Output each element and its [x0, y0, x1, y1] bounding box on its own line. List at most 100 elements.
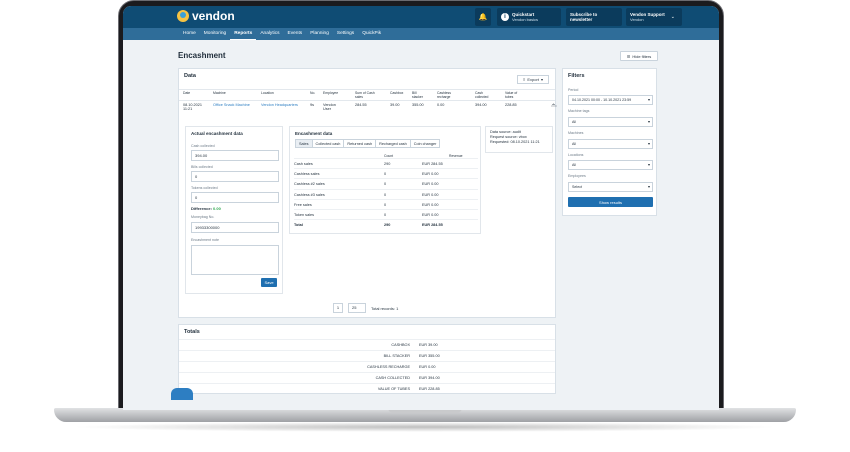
tab-collected-cash[interactable]: Collected cash: [311, 139, 345, 148]
cash-collected-label: Cash collected: [191, 144, 215, 148]
more-options-icon[interactable]: ⋯: [551, 104, 558, 110]
export-button[interactable]: ≡ Export ▾: [517, 75, 549, 84]
request-source-text: Request source: vbox: [490, 135, 527, 139]
quickstart-subtitle: Vendon basics: [512, 17, 539, 22]
app-screen: vendon 🔔 i Quickstart Vendon basics Subsc…: [123, 6, 719, 410]
info-icon: i: [501, 13, 509, 21]
col-cash-sales[interactable]: Sum of Cash sales: [355, 91, 375, 99]
page-number-button[interactable]: 1: [333, 303, 343, 313]
requested-text: Requested: 08.10.2021 11:21: [490, 140, 540, 144]
totals-key: VALUE OF TUBES: [377, 387, 410, 391]
nav-monitoring[interactable]: Monitoring: [203, 31, 227, 36]
laptop-shadow: [70, 422, 780, 432]
machine-tags-select[interactable]: All: [568, 117, 653, 127]
totals-row: BILL STACKER EUR 355.00: [179, 350, 555, 361]
vendon-logo[interactable]: vendon: [177, 9, 235, 23]
quickstart-button[interactable]: i Quickstart Vendon basics: [497, 8, 561, 26]
col-date[interactable]: Date: [183, 91, 191, 95]
row-revenue: EUR 0.00: [422, 172, 439, 177]
col-cashless-recharge[interactable]: Cashless recharge: [437, 91, 451, 99]
bills-collected-input[interactable]: 0: [191, 171, 279, 182]
employees-select[interactable]: Select: [568, 182, 653, 192]
hide-filters-button[interactable]: ☰ Hide filters: [620, 51, 658, 61]
col-employee[interactable]: Employee: [323, 91, 339, 95]
nav-reports[interactable]: Reports: [230, 28, 257, 40]
row-revenue: EUR 284.55: [422, 162, 443, 166]
user-menu[interactable]: Vendon Support Vendon ⌄: [626, 8, 682, 26]
employees-label: Employees: [568, 174, 586, 178]
row-revenue: EUR 284.55: [422, 223, 443, 228]
filters-title: Filters: [568, 73, 585, 79]
total-records: Total records: 1: [371, 305, 399, 311]
bills-collected-label: Bills collected: [191, 165, 213, 169]
per-page-select[interactable]: 25: [348, 303, 366, 313]
totals-row: VALUE OF TUBES EUR 228.85: [179, 383, 555, 394]
col-bill-stacker[interactable]: Bill stacker: [412, 91, 423, 99]
data-panel: Data ≡ Export ▾ Date Machine Location No. …: [178, 68, 558, 318]
encashment-data-card: Encashment data Sales Collected cash Ret…: [289, 126, 481, 234]
locations-select[interactable]: All: [568, 160, 653, 170]
tab-sales[interactable]: Sales: [295, 139, 313, 148]
locations-label: Locations: [568, 153, 584, 157]
encashment-note-textarea[interactable]: [191, 245, 279, 275]
actual-encashment-title: Actual encashment data: [191, 131, 243, 136]
col-value-of-tubes[interactable]: Value of tubes: [505, 91, 518, 99]
col-cash-collected[interactable]: Cash collected: [475, 91, 489, 99]
table-row: Cashless #2 sales 0 EUR 0.00: [294, 179, 478, 190]
data-panel-title: Data: [184, 73, 196, 79]
totals-title: Totals: [184, 329, 200, 335]
cash-collected-input[interactable]: 394.00: [191, 150, 279, 161]
row-label: Cashless #2 sales: [294, 182, 325, 187]
filter-icon: ☰: [626, 53, 631, 59]
collapse-icon[interactable]: ⌃: [551, 104, 557, 110]
machines-select[interactable]: All: [568, 139, 653, 149]
table-row[interactable]: 08.10.2021 11:21 Office Snack Machine Ve…: [179, 102, 558, 114]
moneybag-input[interactable]: 19933300000: [191, 222, 279, 233]
tokens-collected-input[interactable]: 0: [191, 192, 279, 203]
period-select[interactable]: 04.10.2021 00:00 - 10.10.2021 23:59: [568, 95, 653, 105]
col-no[interactable]: No.: [310, 91, 316, 95]
newsletter-label: Subscribe to newsletter: [570, 12, 598, 22]
nav-quickpik[interactable]: QuickPik: [362, 31, 382, 36]
cell-no: 9s: [310, 103, 315, 107]
nav-analytics[interactable]: Analytics: [260, 31, 280, 36]
data-source-text: Data source: audit: [490, 130, 521, 134]
totals-row: CASH COLLECTED EUR 394.00: [179, 372, 555, 383]
col-count: Count: [384, 153, 394, 158]
sales-table-header: Count Revenue: [294, 152, 478, 159]
row-revenue: EUR 0.00: [422, 212, 439, 217]
notifications-button[interactable]: 🔔: [475, 8, 491, 26]
row-revenue: EUR 0.00: [422, 182, 439, 187]
save-button[interactable]: Save: [261, 278, 277, 287]
chat-widget-button[interactable]: [171, 388, 193, 400]
totals-row: CASHLESS RECHARGE EUR 0.00: [179, 361, 555, 372]
encashment-tabs: Sales Collected cash Returned cash Recha…: [295, 139, 441, 148]
subscribe-newsletter-button[interactable]: Subscribe to newsletter: [566, 8, 622, 26]
table-row: Cash sales 290 EUR 284.55: [294, 159, 478, 170]
period-label: Period: [568, 88, 579, 92]
totals-value: EUR 394.00: [419, 376, 440, 380]
row-label: Free sales: [294, 202, 312, 207]
nav-events[interactable]: Events: [287, 31, 303, 36]
table-row-total: Total 290 EUR 284.55: [294, 220, 478, 230]
machines-label: Machines: [568, 131, 584, 135]
difference-value: Difference: 0.00: [191, 206, 221, 211]
moneybag-label: Moneybag No.: [191, 215, 215, 219]
logo-text: vendon: [192, 9, 235, 23]
totals-key: BILL STACKER: [383, 354, 410, 358]
cell-machine-link[interactable]: Office Snack Machine: [213, 103, 250, 107]
nav-planning[interactable]: Planning: [310, 31, 329, 36]
col-machine[interactable]: Machine: [213, 91, 226, 95]
tab-coin-changer[interactable]: Coin changer: [409, 139, 441, 148]
tab-recharged-cash[interactable]: Recharged cash: [375, 139, 411, 148]
cell-location-link[interactable]: Vendon Headquarters: [261, 103, 298, 107]
nav-settings[interactable]: Settings: [336, 31, 355, 36]
col-cashbox[interactable]: Cashbox: [390, 91, 404, 95]
nav-home[interactable]: Home: [183, 31, 196, 36]
col-location[interactable]: Location: [261, 91, 274, 95]
tab-returned-cash[interactable]: Returned cash: [343, 139, 377, 148]
show-results-button[interactable]: Show results: [568, 197, 653, 207]
row-label: Token sales: [294, 212, 315, 217]
cell-date: 08.10.2021 11:21: [183, 103, 203, 111]
caret-down-icon: ▾: [540, 77, 543, 82]
